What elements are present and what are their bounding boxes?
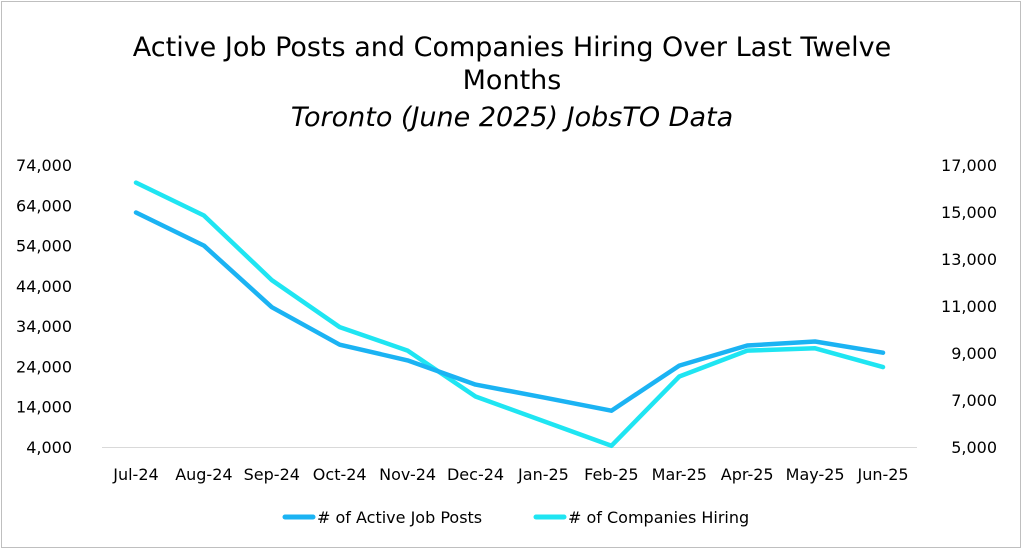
chart-title-line-1: Active Job Posts and Companies Hiring Ov… bbox=[133, 32, 891, 63]
x-tick-label: Nov-24 bbox=[379, 465, 436, 484]
x-tick-label: Apr-25 bbox=[721, 465, 774, 484]
left-y-tick-label: 64,000 bbox=[16, 196, 72, 215]
series-line-active-job-posts bbox=[133, 210, 886, 413]
x-tick-label: Aug-24 bbox=[175, 465, 232, 484]
right-y-tick-label: 5,000 bbox=[951, 438, 997, 457]
series-layer bbox=[133, 180, 886, 449]
x-tick-label: Jul-24 bbox=[112, 465, 158, 484]
left-y-tick-label: 34,000 bbox=[16, 317, 72, 336]
left-y-tick-label: 74,000 bbox=[16, 156, 72, 175]
right-y-tick-label: 17,000 bbox=[941, 156, 997, 175]
legend-label-active-job-posts: # of Active Job Posts bbox=[317, 508, 482, 527]
series-line-companies-hiring bbox=[133, 180, 886, 449]
right-y-tick-label: 7,000 bbox=[951, 391, 997, 410]
left-y-tick-label: 54,000 bbox=[16, 237, 72, 256]
right-y-tick-label: 13,000 bbox=[941, 250, 997, 269]
left-y-tick-label: 24,000 bbox=[16, 357, 72, 376]
x-tick-label: Jan-25 bbox=[517, 465, 569, 484]
legend-label-companies-hiring: # of Companies Hiring bbox=[568, 508, 749, 527]
x-tick-label: Dec-24 bbox=[447, 465, 504, 484]
x-tick-label: Feb-25 bbox=[584, 465, 638, 484]
legend: # of Active Job Posts # of Companies Hir… bbox=[282, 508, 749, 527]
chart-subtitle: Toronto (June 2025) JobsTO Data bbox=[291, 102, 733, 133]
x-tick-label: Oct-24 bbox=[313, 465, 367, 484]
chart-title-line-2: Months bbox=[463, 65, 562, 96]
left-y-tick-label: 4,000 bbox=[26, 438, 72, 457]
x-tick-label: May-25 bbox=[786, 465, 845, 484]
left-y-tick-label: 14,000 bbox=[16, 398, 72, 417]
right-y-tick-label: 9,000 bbox=[951, 344, 997, 363]
x-tick-label: Mar-25 bbox=[652, 465, 707, 484]
left-y-axis: 4,000 14,000 24,000 34,000 44,000 54,000 64,00… bbox=[16, 156, 72, 457]
left-y-tick-label: 44,000 bbox=[16, 277, 72, 296]
right-y-axis: 5,000 7,000 9,000 11,000 13,000 15,000 17,000 bbox=[941, 156, 997, 457]
right-y-tick-label: 11,000 bbox=[941, 297, 997, 316]
x-tick-label: Sep-24 bbox=[244, 465, 300, 484]
x-axis: Jul-24 Aug-24 Sep-24 Oct-24 Nov-24 Dec-24 Jan-… bbox=[112, 465, 908, 484]
right-y-tick-label: 15,000 bbox=[941, 203, 997, 222]
x-tick-label: Jun-25 bbox=[856, 465, 908, 484]
